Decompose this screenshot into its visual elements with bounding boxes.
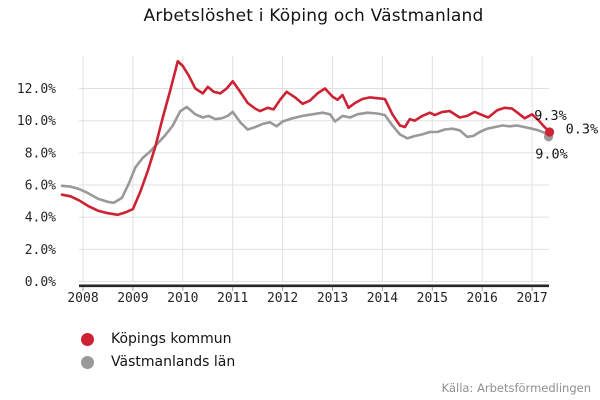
y-tick-label: 2.0% <box>25 243 56 258</box>
source-caption: Källa: Arbetsförmedlingen <box>441 381 591 395</box>
y-tick-label: 6.0% <box>25 179 56 194</box>
chart-title: Arbetslöshet i Köping och Västmanland <box>143 6 484 26</box>
series-line-lan <box>60 105 551 204</box>
legend-label-lan: Västmanlands län <box>111 354 236 370</box>
x-tick-label: 2015 <box>417 291 448 306</box>
legend-marker-koping-icon <box>81 332 94 346</box>
x-tick-label: 2016 <box>467 291 498 306</box>
x-tick-label: 2009 <box>117 291 148 306</box>
legend: Köpings kommun Västmanlands län <box>81 331 235 370</box>
y-tick-label: 0.0% <box>25 275 56 290</box>
y-tick-label: 4.0% <box>25 211 56 226</box>
y-tick-label: 12.0% <box>17 82 56 97</box>
legend-label-koping: Köpings kommun <box>111 331 232 347</box>
x-tick-label: 2017 <box>516 291 547 306</box>
x-tick-label: 2013 <box>317 291 348 306</box>
end-label-lan-last-value: 9.0% <box>535 146 568 162</box>
legend-item-lan: Västmanlands län <box>81 354 235 370</box>
x-tick-label: 2010 <box>167 291 198 306</box>
y-tick-label: 10.0% <box>17 114 56 129</box>
x-tick-label: 2012 <box>267 291 298 306</box>
end-label-gap-value: 0.3% <box>566 121 599 137</box>
x-tick-label: 2011 <box>217 291 248 306</box>
y-tick-label: 8.0% <box>25 146 56 161</box>
legend-marker-lan-icon <box>81 355 94 369</box>
x-tick-label: 2014 <box>367 291 398 306</box>
end-dot-koping <box>544 127 555 137</box>
end-label-koping-last-value: 9.3% <box>534 108 567 124</box>
x-tick-label: 2008 <box>67 291 98 306</box>
legend-item-koping: Köpings kommun <box>81 331 235 347</box>
series-line-koping <box>60 59 551 217</box>
